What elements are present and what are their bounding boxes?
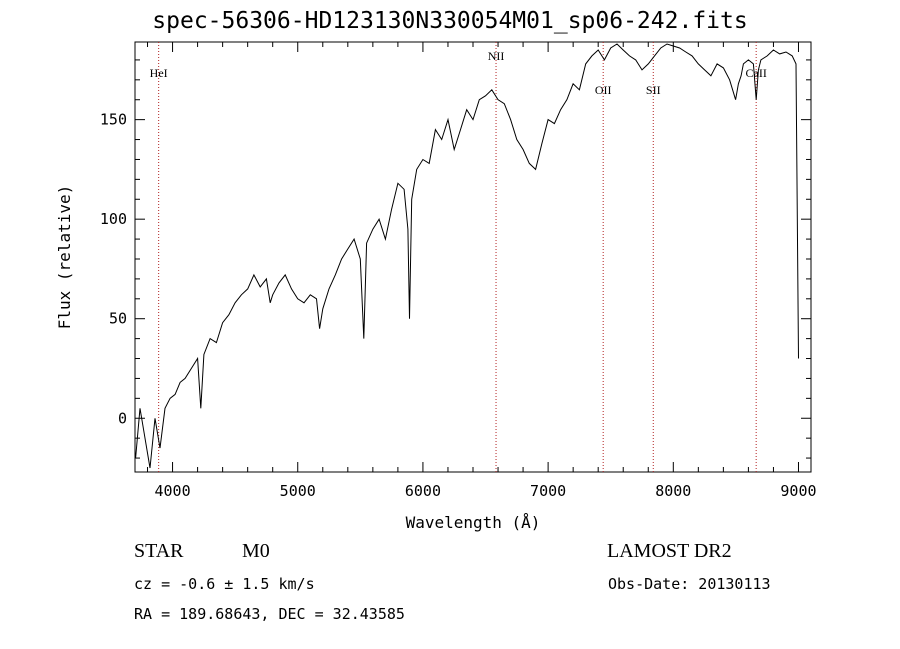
chart-title: spec-56306-HD123130N330054M01_sp06-242.f… xyxy=(152,8,748,34)
y-tick-label: 150 xyxy=(100,111,127,129)
plot-frame xyxy=(134,41,812,473)
survey-name: LAMOST DR2 xyxy=(607,540,732,562)
x-axis-label: Wavelength (Å) xyxy=(406,513,541,532)
spectrum-series xyxy=(135,43,799,469)
line-label-caii: CaII xyxy=(746,66,767,80)
x-axis-ticks: 4000 5000 6000 7000 8000 9000 xyxy=(147,42,817,500)
spectrum-line xyxy=(135,43,799,469)
line-label-sii: SII xyxy=(646,83,661,97)
x-tick-label: 4000 xyxy=(154,482,190,500)
object-class: STAR xyxy=(134,540,184,562)
line-label-oii: OII xyxy=(595,83,612,97)
x-tick-label: 7000 xyxy=(530,482,566,500)
x-tick-label: 8000 xyxy=(655,482,691,500)
emission-line-markers: HeI NII OII SII CaII xyxy=(150,42,767,472)
line-label-nii: NII xyxy=(488,49,505,63)
coordinates-readout: RA = 189.68643, DEC = 32.43585 xyxy=(134,605,405,623)
line-label-hei: HeI xyxy=(150,66,168,80)
y-axis-label: Flux (relative) xyxy=(55,185,74,330)
y-tick-label: 0 xyxy=(118,409,127,427)
object-subclass: M0 xyxy=(242,540,270,562)
redshift-readout: cz = -0.6 ± 1.5 km/s xyxy=(134,575,315,593)
observation-date: Obs-Date: 20130113 xyxy=(608,575,771,593)
y-axis-ticks: 0 50 100 150 xyxy=(100,59,811,459)
y-tick-label: 50 xyxy=(109,310,127,328)
x-tick-label: 9000 xyxy=(780,482,816,500)
x-tick-label: 6000 xyxy=(405,482,441,500)
y-tick-label: 100 xyxy=(100,210,127,228)
x-tick-label: 5000 xyxy=(280,482,316,500)
